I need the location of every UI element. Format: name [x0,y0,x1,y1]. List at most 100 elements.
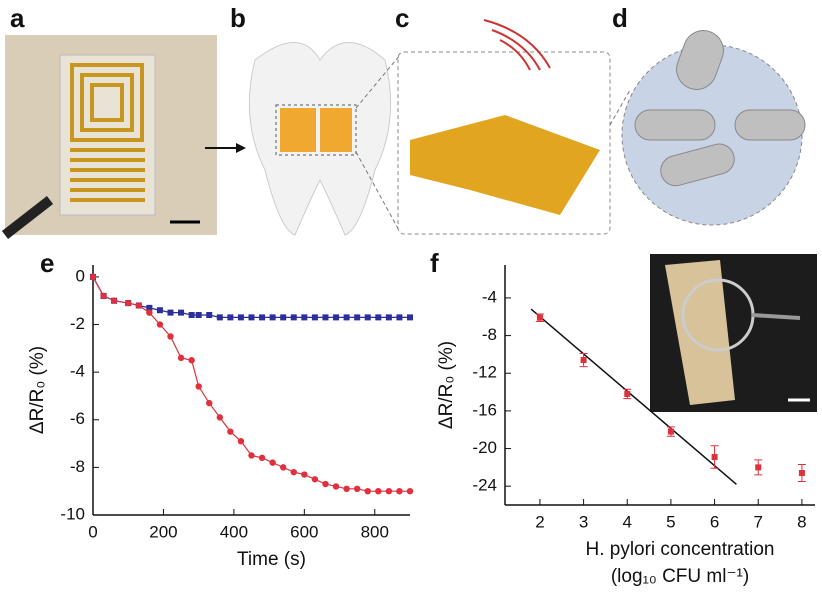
x-tick-label: 7 [754,512,763,531]
point [375,488,381,494]
y-tick-label: -20 [472,438,497,457]
panel-label: f [430,248,439,278]
point [581,357,587,363]
point [188,357,194,363]
y-tick-label: -8 [482,325,497,344]
panel-label: b [230,3,246,33]
point [624,391,630,397]
point [111,298,117,304]
point [195,383,201,389]
point [375,314,381,320]
point [196,312,202,318]
point [312,476,318,482]
x-tick-label: 800 [361,522,389,541]
y-tick-label: -24 [472,476,497,495]
series-line [93,277,410,317]
y-axis-label: ΔR/R₀ (%) [27,346,48,434]
y-tick-label: -2 [70,314,85,333]
point [238,314,244,320]
point [100,293,106,299]
point [178,355,184,361]
point [146,309,152,315]
y-tick-label: -10 [60,504,85,523]
point [291,314,297,320]
x-tick-label: 3 [579,512,588,531]
point [386,314,392,320]
point [189,312,195,318]
point [354,486,360,492]
point [365,488,371,494]
point [167,333,173,339]
point [537,315,543,321]
point [206,312,212,318]
graphene-d [610,25,805,225]
y-tick-label: 0 [76,266,85,285]
y-tick-label: -8 [70,457,85,476]
point [227,314,233,320]
series-line [93,277,410,491]
y-tick-label: -4 [70,362,85,381]
point [333,314,339,320]
point [270,314,276,320]
point [206,400,212,406]
x-tick-label: 200 [149,522,177,541]
point [238,438,244,444]
x-tick-label: 4 [623,512,632,531]
point [322,314,328,320]
x-axis-label: (log₁₀ CFU ml⁻¹) [611,566,749,587]
point [157,321,163,327]
y-tick-label: -16 [472,400,497,419]
panel-label: d [612,3,628,33]
tooth-b [249,43,390,236]
point [248,452,254,458]
point [217,314,223,320]
figure: a b c d e02004006008000-2-4-6-8-10ΔR/R₀ … [0,0,822,596]
point [249,314,255,320]
y-axis-label: ΔR/R₀ (%) [436,341,457,429]
x-tick-label: 600 [290,522,318,541]
point [322,481,328,487]
point [312,314,318,320]
x-tick-label: 400 [220,522,248,541]
point [259,455,265,461]
point [259,314,265,320]
arrow-head [236,143,246,153]
point [668,429,674,435]
point [407,314,413,320]
sensor-c [356,20,610,234]
x-tick-label: 5 [666,512,675,531]
point [365,314,371,320]
point [217,414,223,420]
point [712,454,718,460]
point [125,300,131,306]
panel-label: a [10,3,25,33]
photo-a [5,35,217,235]
point [407,488,413,494]
y-tick-label: -4 [482,287,497,306]
point [333,483,339,489]
point [755,464,761,470]
point [396,314,402,320]
point [157,307,163,313]
point [344,314,350,320]
panel-label: e [40,248,54,278]
point [354,314,360,320]
x-tick-label: 8 [797,512,806,531]
point [136,302,142,308]
y-tick-label: -12 [472,363,497,382]
x-axis-label: Time (s) [237,549,306,570]
point [269,459,275,465]
panel-label: c [395,3,409,33]
x-tick-label: 6 [710,512,719,531]
point [301,471,307,477]
point [280,314,286,320]
point [280,464,286,470]
point [396,488,402,494]
point [291,469,297,475]
point [343,486,349,492]
photo-inset [650,254,817,412]
x-tick-label: 2 [535,512,544,531]
point [178,310,184,316]
point [799,470,805,476]
point [90,274,96,280]
